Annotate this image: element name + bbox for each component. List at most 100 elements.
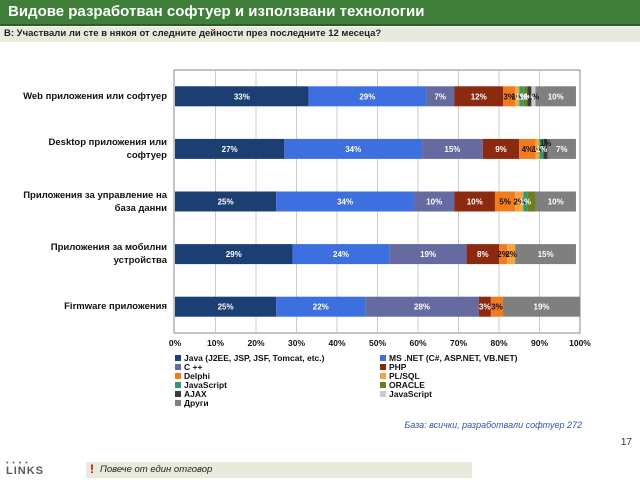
legend-swatch <box>175 373 181 379</box>
bar-segment <box>389 244 467 265</box>
bar-segment <box>543 138 548 159</box>
legend-item: Java (J2EE, JSP, JSF, Tomcat, etc.) <box>175 353 324 363</box>
bar-data-label: 10% <box>548 198 564 207</box>
legend-label: MS .NET (C#, ASP.NET, VB.NET) <box>389 353 518 363</box>
footer-bar: ! Повече от един отговор <box>86 462 472 478</box>
legend-swatch <box>380 382 386 388</box>
bar-segment <box>523 191 528 212</box>
legend-swatch <box>175 382 181 388</box>
bar-segment <box>507 244 516 265</box>
category-label-line: Firmware приложения <box>64 301 167 313</box>
bar-data-label: 25% <box>218 303 234 312</box>
bar-data-label: 34% <box>345 145 361 154</box>
bar-segment <box>422 138 483 159</box>
bar-segment <box>175 138 285 159</box>
bar-data-label: 33% <box>234 92 250 101</box>
bar-data-label: 19% <box>420 250 436 259</box>
bar-segment <box>523 86 528 107</box>
exclamation-icon: ! <box>90 462 94 476</box>
bar-data-label: 12% <box>471 92 487 101</box>
legend-label: ORACLE <box>389 380 425 390</box>
legend-label: Delphi <box>184 371 210 381</box>
category-label: Firmware приложения <box>2 300 167 313</box>
legend-label: JavaScript <box>389 389 432 399</box>
bar-segment <box>503 296 580 317</box>
legend-item: Delphi <box>175 371 210 381</box>
question-text: В: Участвали ли сте в някоя от следните … <box>4 28 382 39</box>
legend-item: JavaScript <box>380 389 432 399</box>
legend-label: C ++ <box>184 362 203 372</box>
legend-item: PL/SQL <box>380 371 420 381</box>
bar-segment <box>527 86 532 107</box>
legend-swatch <box>380 364 386 370</box>
bar-segment <box>490 296 504 317</box>
bar-labels: 33% 29% 7% 12% 3%1%1%1%1%1% 10%27% 34% 15% 9% 4%1… <box>218 92 568 311</box>
legend-label: Java (J2EE, JSP, JSF, Tomcat, etc.) <box>184 353 325 363</box>
bar-data-label: 2% <box>505 250 517 259</box>
legend-item: ORACLE <box>380 380 425 390</box>
x-tick-label: 20% <box>247 338 264 348</box>
legend-swatch <box>175 355 181 361</box>
bar-segment <box>531 86 536 107</box>
bar-data-label: 19% <box>534 303 550 312</box>
x-axis-ticks: 0% 10% 20% 30% 40% 50% 60% 70% 80% 90% 100% <box>169 338 591 348</box>
bar-data-label: 15% <box>538 250 554 259</box>
bar-data-label: 24% <box>333 250 349 259</box>
bar-data-label: 25% <box>218 198 234 207</box>
logo-dots: • • • • <box>6 460 29 467</box>
legend-item: C ++ <box>175 362 202 372</box>
bar-segment <box>482 138 520 159</box>
legend-item: MS .NET (C#, ASP.NET, VB.NET) <box>380 353 517 363</box>
bar-data-label: 3% <box>491 303 503 312</box>
bar-data-label: 3% <box>479 303 491 312</box>
bar-data-label: 4% <box>522 145 534 154</box>
bar-data-label: 5% <box>499 198 511 207</box>
bar-segment <box>515 86 520 107</box>
x-tick-label: 0% <box>169 338 182 348</box>
bar-data-label: 27% <box>222 145 238 154</box>
legend-swatch <box>380 391 386 397</box>
links-logo: • • • • LINKS <box>6 460 50 477</box>
bar-data-label: 10% <box>548 92 564 101</box>
legend-swatch <box>380 355 386 361</box>
legend-item: Други <box>175 398 209 408</box>
bar-segment <box>547 138 576 159</box>
bar-data-label: 1% <box>528 92 540 101</box>
bar-data-label: 7% <box>556 145 568 154</box>
legend-label: PHP <box>389 362 407 372</box>
x-tick-label: 70% <box>450 338 467 348</box>
bar-segment <box>276 296 366 317</box>
bar-segment <box>175 244 293 265</box>
category-label-line: Desktop приложения или <box>48 136 167 148</box>
bar-segment <box>539 138 544 159</box>
bar-data-label: 28% <box>414 303 430 312</box>
bar-data-label: 34% <box>337 198 353 207</box>
legend-item: AJAX <box>175 389 207 399</box>
bar-data-label: 2% <box>513 198 525 207</box>
bar-data-label: 10% <box>467 198 483 207</box>
bar-segment <box>365 296 479 317</box>
category-label-line: база данни <box>114 202 167 214</box>
bar-segment <box>175 191 277 212</box>
bars <box>175 86 580 317</box>
bar-segment <box>527 191 536 212</box>
x-tick-label: 30% <box>288 338 305 348</box>
bar-segment <box>515 244 576 265</box>
x-tick-label: 100% <box>569 338 591 348</box>
x-tick-label: 90% <box>531 338 548 348</box>
bar-segment <box>519 138 536 159</box>
category-label: Приложения за управление на база данни <box>2 189 167 215</box>
x-tick-label: 50% <box>369 338 386 348</box>
bar-segment <box>426 86 455 107</box>
footer-note: Повече от един отговор <box>100 464 213 475</box>
category-label-line: устройства <box>113 255 167 267</box>
bar-segment <box>276 191 414 212</box>
legend-label: AJAX <box>184 389 207 399</box>
legend-item: PHP <box>380 362 406 372</box>
legend-item: JavaScript <box>175 380 227 390</box>
x-tick-label: 60% <box>409 338 426 348</box>
bar-data-label: 1% <box>536 145 548 154</box>
bar-segment <box>503 86 516 107</box>
category-label: Web приложения или софтуер <box>2 90 167 103</box>
bar-data-label: 1% <box>515 92 527 101</box>
